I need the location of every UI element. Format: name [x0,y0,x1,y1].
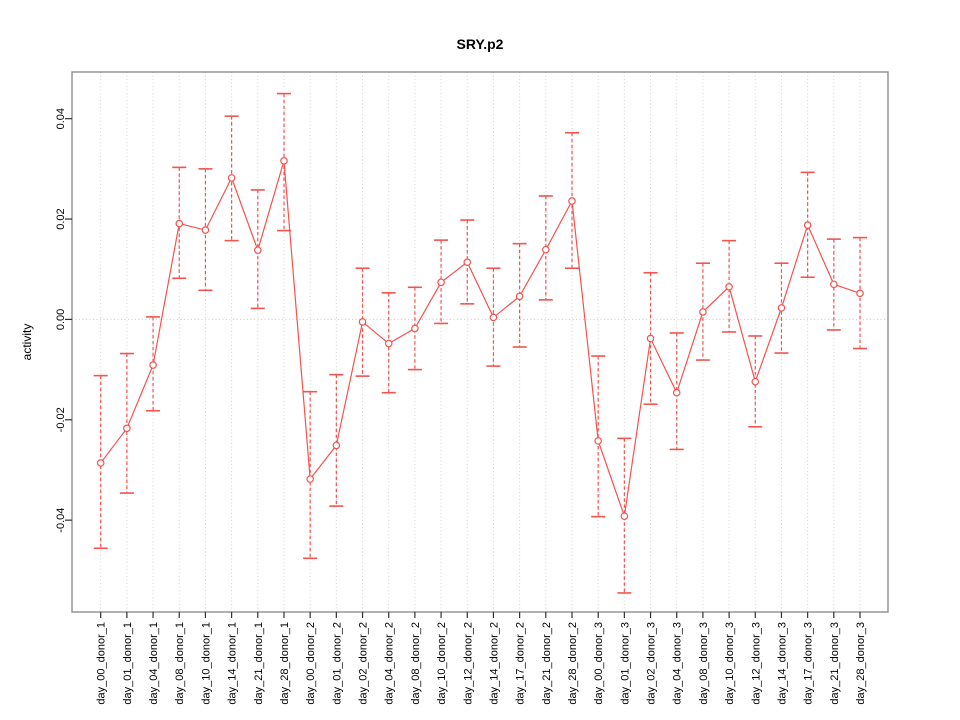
data-point [306,475,314,483]
x-tick-label: day_28_donor_1 [279,622,291,705]
data-point [227,174,236,182]
data-point [672,388,681,397]
x-tick-label: day_01_donor_3 [619,622,631,705]
x-tick-label: day_21_donor_2 [541,622,553,705]
y-tick-label: -0.04 [55,508,67,533]
x-tick-label: day_10_donor_1 [200,622,212,705]
x-tick-label: day_28_donor_3 [855,622,867,705]
data-point [725,282,733,291]
data-point [542,245,550,254]
x-tick-label: day_10_donor_2 [436,622,448,705]
x-tick-label: day_01_donor_1 [122,622,134,705]
y-tick-label: 0.02 [55,208,67,229]
x-tick-label: day_12_donor_3 [750,622,762,705]
data-point [384,339,393,348]
x-tick-label: day_02_donor_2 [358,622,370,705]
data-point [96,459,105,467]
data-point [253,246,262,254]
data-point [463,258,472,267]
data-point [777,304,786,312]
x-tick-label: day_00_donor_1 [96,622,108,705]
x-tick-label: day_02_donor_3 [646,622,658,705]
data-point [489,313,498,322]
data-point [280,157,288,165]
x-tick-label: day_28_donor_2 [567,622,579,705]
plot-frame [71,71,889,613]
y-axis: -0.04 -0.02 0.00 0.02 0.04 [55,108,72,533]
x-tick-label: day_14_donor_3 [776,622,788,705]
x-tick-label: day_21_donor_1 [253,622,265,705]
data-point [123,424,131,433]
data-point [568,197,576,205]
x-axis: day_00_donor_1 day_01_donor_1 day_04_donor… [96,612,867,705]
x-tick-label: day_17_donor_2 [515,622,527,705]
x-tick-label: day_12_donor_2 [462,622,474,705]
data-point [751,377,760,386]
x-tick-label: day_14_donor_2 [488,622,500,705]
data-point [515,292,524,301]
y-tick-label: 0.00 [55,309,67,330]
x-tick-label: day_04_donor_3 [672,622,684,705]
data-point [594,437,602,445]
data-point [149,361,157,369]
x-tick-label: day_21_donor_3 [829,622,841,705]
data-point [856,289,864,298]
x-tick-label: day_00_donor_2 [305,622,317,705]
data-point [358,318,367,326]
data-point [201,226,210,234]
x-tick-label: day_17_donor_3 [803,622,815,705]
x-tick-label: day_08_donor_1 [174,622,186,705]
x-tick-label: day_14_donor_1 [227,622,239,705]
x-tick-label: day_01_donor_2 [331,622,343,705]
data-point [830,280,838,289]
x-tick-label: day_00_donor_3 [593,622,605,705]
data-point [699,308,707,316]
x-tick-label: day_04_donor_2 [384,622,396,705]
data-point [437,278,445,287]
x-tick-label: day_04_donor_1 [148,622,160,705]
data-point [175,219,184,228]
chart-title: SRY.p2 [456,36,504,52]
x-tick-label: day_08_donor_3 [698,622,710,705]
data-point [803,221,812,229]
data-point [620,512,629,520]
series-line [100,160,861,517]
data-point [646,334,655,343]
gridlines [72,72,888,612]
error-bars [93,92,868,594]
data-points [96,157,864,520]
y-axis-title: activity [20,323,34,361]
y-tick-label: 0.04 [55,108,67,129]
x-tick-label: day_10_donor_3 [724,622,736,705]
data-point [411,324,419,333]
data-point [332,441,341,450]
y-tick-label: -0.02 [55,407,67,432]
x-tick-label: day_08_donor_2 [410,622,422,705]
